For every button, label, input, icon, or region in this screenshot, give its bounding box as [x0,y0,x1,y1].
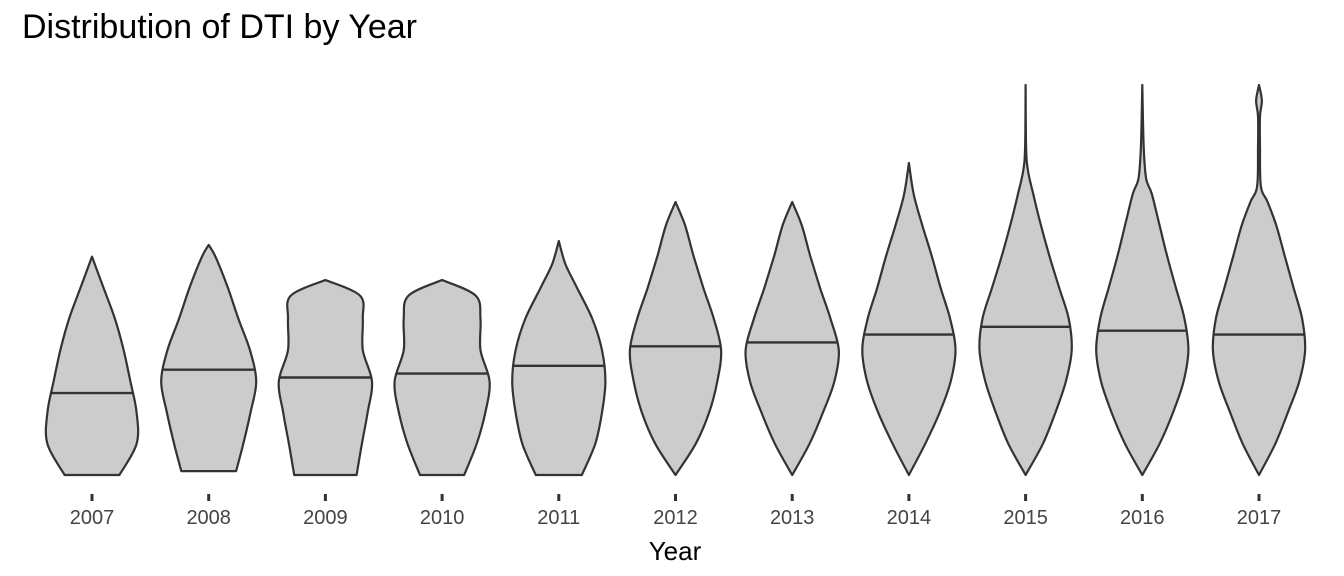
x-tick-label-2016: 2016 [1120,507,1165,529]
chart-title: Distribution of DTI by Year [22,8,417,46]
x-axis: 2007 2008 2009 2010 2011 2012 2013 2014 2015 2016… [70,494,1282,529]
x-tick-label-2014: 2014 [887,507,932,529]
violin-2010 [393,278,491,477]
x-tick-label-2007: 2007 [70,507,115,529]
x-tick-label-2015: 2015 [1003,507,1048,529]
violin-2014 [861,161,957,477]
x-tick-label-2010: 2010 [420,507,465,529]
x-tick-label-2009: 2009 [303,507,348,529]
violin-2017 [1211,83,1307,477]
violin-2008 [160,243,258,473]
violin-2013 [744,200,840,477]
x-tick-label-2011: 2011 [537,507,580,529]
violin-2015 [978,83,1073,477]
violin-layer [44,83,1307,477]
violin-2012 [628,200,723,477]
violin-2011 [511,239,607,477]
x-axis-title: Year [649,536,702,566]
violin-2007 [44,255,140,477]
x-tick-label-2017: 2017 [1237,507,1282,529]
x-tick-label-2012: 2012 [653,507,698,529]
x-tick-label-2008: 2008 [186,507,231,529]
violin-2016 [1095,83,1190,477]
x-tick-label-2013: 2013 [770,507,815,529]
